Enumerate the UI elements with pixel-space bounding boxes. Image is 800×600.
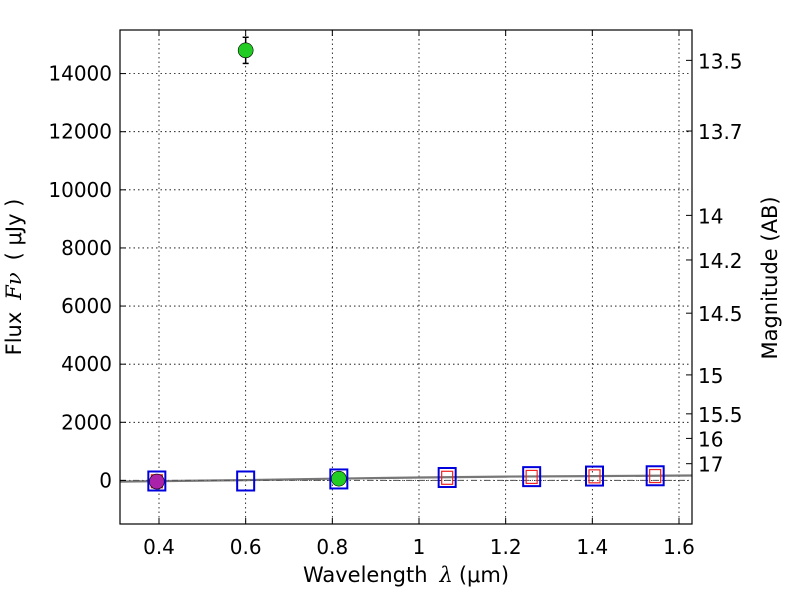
y-tick-label: 6000 bbox=[61, 294, 112, 318]
model-curve-line bbox=[119, 474, 693, 483]
y2-tick-label: 17 bbox=[698, 453, 723, 477]
y2-axis-label: Magnitude (AB) bbox=[758, 196, 782, 359]
y-tick-label: 14000 bbox=[48, 62, 112, 86]
data-points bbox=[147, 36, 665, 492]
y2-tick-label: 14.2 bbox=[698, 249, 743, 273]
observed-green-point bbox=[237, 42, 254, 59]
x-axis-label-text: Wavelength bbox=[303, 563, 428, 587]
model-red-point bbox=[525, 469, 538, 485]
y-tick-label: 4000 bbox=[61, 352, 112, 376]
grid bbox=[120, 30, 692, 524]
x-axis-label-symbol: λ bbox=[439, 563, 453, 587]
y-axis-label: Flux Fν ( μJy ) bbox=[2, 199, 26, 356]
y-tick-label: 12000 bbox=[48, 120, 112, 144]
axis-ticks bbox=[120, 30, 692, 524]
y2-tick-label: 15 bbox=[698, 364, 723, 388]
model-lines bbox=[119, 474, 693, 483]
y-axis-label-unit: ( μJy ) bbox=[2, 199, 26, 261]
y-tick-label: 2000 bbox=[61, 410, 112, 434]
x-tick-label: 1.4 bbox=[576, 535, 608, 559]
y2-tick-label: 16 bbox=[698, 427, 723, 451]
y-tick-label: 8000 bbox=[61, 236, 112, 260]
y2-tick-label: 14.5 bbox=[698, 302, 743, 326]
model-red-point bbox=[649, 468, 662, 484]
x-tick-label: 1.6 bbox=[663, 535, 695, 559]
model-blue-point bbox=[437, 467, 457, 489]
y2-tick-label: 14 bbox=[698, 204, 723, 228]
model-blue-point bbox=[645, 465, 665, 487]
observed-green-point bbox=[331, 470, 347, 487]
y2-tick-label: 13.5 bbox=[698, 49, 743, 73]
tick-labels: 0.4 0.6 0.8 1 1.2 1.4 1.6 0 2000 4000 6000 8000 1000… bbox=[48, 49, 742, 559]
y2-tick-label: 13.7 bbox=[698, 120, 743, 144]
y-axis-label-text: Flux bbox=[2, 312, 26, 356]
x-axis-label-unit: (μm) bbox=[459, 563, 509, 587]
observed-magenta-point bbox=[149, 473, 165, 490]
y-axis-label-symbol: Fν bbox=[2, 272, 26, 301]
model-blue-point bbox=[147, 470, 167, 492]
model-blue-point bbox=[585, 465, 604, 487]
x-axis-label: Wavelength λ (μm) bbox=[303, 563, 509, 587]
model-blue-point bbox=[522, 466, 542, 488]
y-tick-label: 0 bbox=[99, 468, 112, 492]
plot-frame bbox=[119, 29, 693, 525]
x-tick-label: 0.6 bbox=[230, 535, 262, 559]
x-tick-label: 0.8 bbox=[316, 535, 348, 559]
model-blue-point bbox=[329, 468, 349, 490]
model-blue-point bbox=[236, 470, 256, 492]
x-tick-label: 0.4 bbox=[143, 535, 175, 559]
x-tick-label: 1 bbox=[413, 535, 426, 559]
y2-tick-label: 15.5 bbox=[698, 403, 743, 427]
model-red-point bbox=[588, 469, 601, 484]
x-tick-label: 1.2 bbox=[490, 535, 522, 559]
y-tick-label: 10000 bbox=[48, 178, 112, 202]
model-red-point bbox=[441, 470, 454, 485]
